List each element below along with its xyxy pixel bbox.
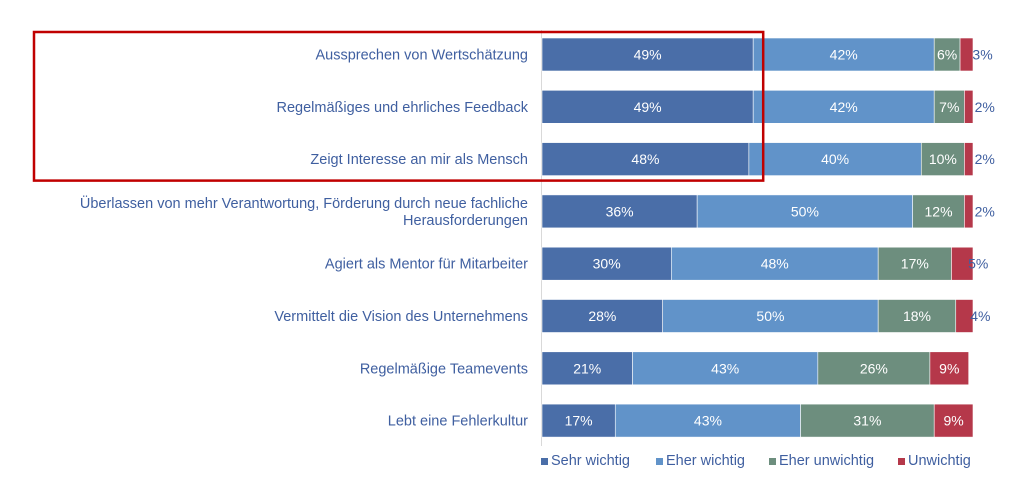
bar-segment-eher-unwichtig xyxy=(800,403,935,438)
bar-segment-eher-wichtig xyxy=(748,142,922,176)
data-label: 30% xyxy=(593,256,621,272)
legend-label: Eher unwichtig xyxy=(779,453,874,469)
bar-row: Zeigt Interesse an mir als Mensch 48% 40% 1… xyxy=(310,142,995,176)
data-label: 9% xyxy=(943,413,963,429)
bar-segment-unwichtig xyxy=(964,142,974,176)
legend-swatch-eher-unwichtig xyxy=(769,458,776,465)
data-label: 49% xyxy=(634,99,662,115)
data-label: 2% xyxy=(975,203,995,219)
bar-segment-eher-unwichtig xyxy=(877,246,952,281)
bar-row: Überlassen von mehr Verantwortung, Förde… xyxy=(80,194,995,229)
bar-row: Lebt eine Fehlerkultur 17% 43% 31% 9% xyxy=(388,403,974,438)
bar-segment-eher-wichtig xyxy=(696,194,913,229)
bar-segment-sehr-wichtig xyxy=(541,194,698,229)
bar-segment-eher-wichtig xyxy=(614,403,801,438)
category-label: Zeigt Interesse an mir als Mensch xyxy=(310,152,528,168)
data-label: 17% xyxy=(901,256,929,272)
bar-segment-unwichtig xyxy=(964,90,974,124)
category-label: Überlassen von mehr Verantwortung, Förde… xyxy=(80,194,528,212)
bar-segment-unwichtig xyxy=(951,246,974,281)
legend-label: Sehr wichtig xyxy=(551,453,630,469)
legend-label: Eher wichtig xyxy=(666,453,745,469)
data-label: 18% xyxy=(903,308,931,324)
data-label: 7% xyxy=(939,99,959,115)
category-label: Herausforderungen xyxy=(403,213,528,229)
bar-row: Regelmäßige Teamevents 21% 43% 26% 9% xyxy=(360,351,969,386)
data-label: 48% xyxy=(631,151,659,167)
bar-segment-eher-unwichtig xyxy=(933,37,961,72)
bar-row: Vermittelt die Vision des Unternehmens 28… xyxy=(274,299,990,333)
data-label: 50% xyxy=(756,308,784,324)
bar-segment-eher-unwichtig xyxy=(912,194,965,229)
category-label: Regelmäßige Teamevents xyxy=(360,361,528,377)
bar-segment-eher-wichtig xyxy=(752,37,935,72)
data-label: 9% xyxy=(939,360,959,376)
data-label: 26% xyxy=(860,360,888,376)
data-label: 4% xyxy=(970,308,990,324)
data-label: 17% xyxy=(565,413,593,429)
bar-segment-unwichtig xyxy=(933,403,974,438)
data-label: 36% xyxy=(606,203,634,219)
bar-rows: Aussprechen von Wertschätzung 49% 42% 6% 3% R… xyxy=(80,37,995,438)
bar-segment-unwichtig xyxy=(955,299,974,333)
bar-row: Agiert als Mentor für Mitarbeiter 30% 48% 1… xyxy=(325,246,988,281)
data-label: 28% xyxy=(588,308,616,324)
data-label: 42% xyxy=(830,99,858,115)
legend: Sehr wichtig Eher wichtig Eher unwichtig Un… xyxy=(541,453,971,469)
category-label: Agiert als Mentor für Mitarbeiter xyxy=(325,257,528,273)
bar-row: Aussprechen von Wertschätzung 49% 42% 6% 3% xyxy=(315,37,993,72)
data-label: 3% xyxy=(972,47,992,63)
bar-segment-sehr-wichtig xyxy=(541,351,633,386)
data-label: 31% xyxy=(853,413,881,429)
data-label: 6% xyxy=(937,47,957,63)
data-label: 21% xyxy=(573,360,601,376)
category-label: Regelmäßiges und ehrliches Feedback xyxy=(277,100,529,116)
bar-segment-eher-unwichtig xyxy=(920,142,965,176)
data-label: 43% xyxy=(711,360,739,376)
bar-segment-sehr-wichtig xyxy=(541,403,616,438)
bar-segment-eher-wichtig xyxy=(670,246,879,281)
bar-row: Regelmäßiges und ehrliches Feedback 49% 42… xyxy=(277,90,995,124)
legend-label: Unwichtig xyxy=(908,453,971,469)
bar-segment-eher-wichtig xyxy=(632,351,819,386)
data-label: 50% xyxy=(791,203,819,219)
legend-swatch-sehr-wichtig xyxy=(541,458,548,465)
bar-segment-eher-unwichtig xyxy=(933,90,965,124)
bar-segment-eher-unwichtig xyxy=(817,351,931,386)
bar-segment-sehr-wichtig xyxy=(541,246,672,281)
data-label: 5% xyxy=(968,256,988,272)
data-label: 10% xyxy=(929,151,957,167)
legend-swatch-unwichtig xyxy=(898,458,905,465)
data-label: 12% xyxy=(925,203,953,219)
bar-segment-unwichtig xyxy=(964,194,974,229)
bar-segment-eher-unwichtig xyxy=(877,299,957,333)
bar-segment-sehr-wichtig xyxy=(541,299,663,333)
data-label: 2% xyxy=(975,151,995,167)
data-label: 42% xyxy=(830,47,858,63)
data-label: 2% xyxy=(975,99,995,115)
data-label: 48% xyxy=(761,256,789,272)
bar-segment-unwichtig xyxy=(929,351,969,386)
data-label: 49% xyxy=(634,47,662,63)
category-label: Aussprechen von Wertschätzung xyxy=(315,48,528,64)
data-label: 40% xyxy=(821,151,849,167)
highlight-box xyxy=(32,30,765,182)
data-label: 43% xyxy=(694,413,722,429)
category-label: Vermittelt die Vision des Unternehmens xyxy=(274,309,528,325)
legend-swatch-eher-wichtig xyxy=(656,458,663,465)
category-label: Lebt eine Fehlerkultur xyxy=(388,414,528,430)
bar-segment-sehr-wichtig xyxy=(541,37,754,72)
bar-segment-unwichtig xyxy=(959,37,974,72)
